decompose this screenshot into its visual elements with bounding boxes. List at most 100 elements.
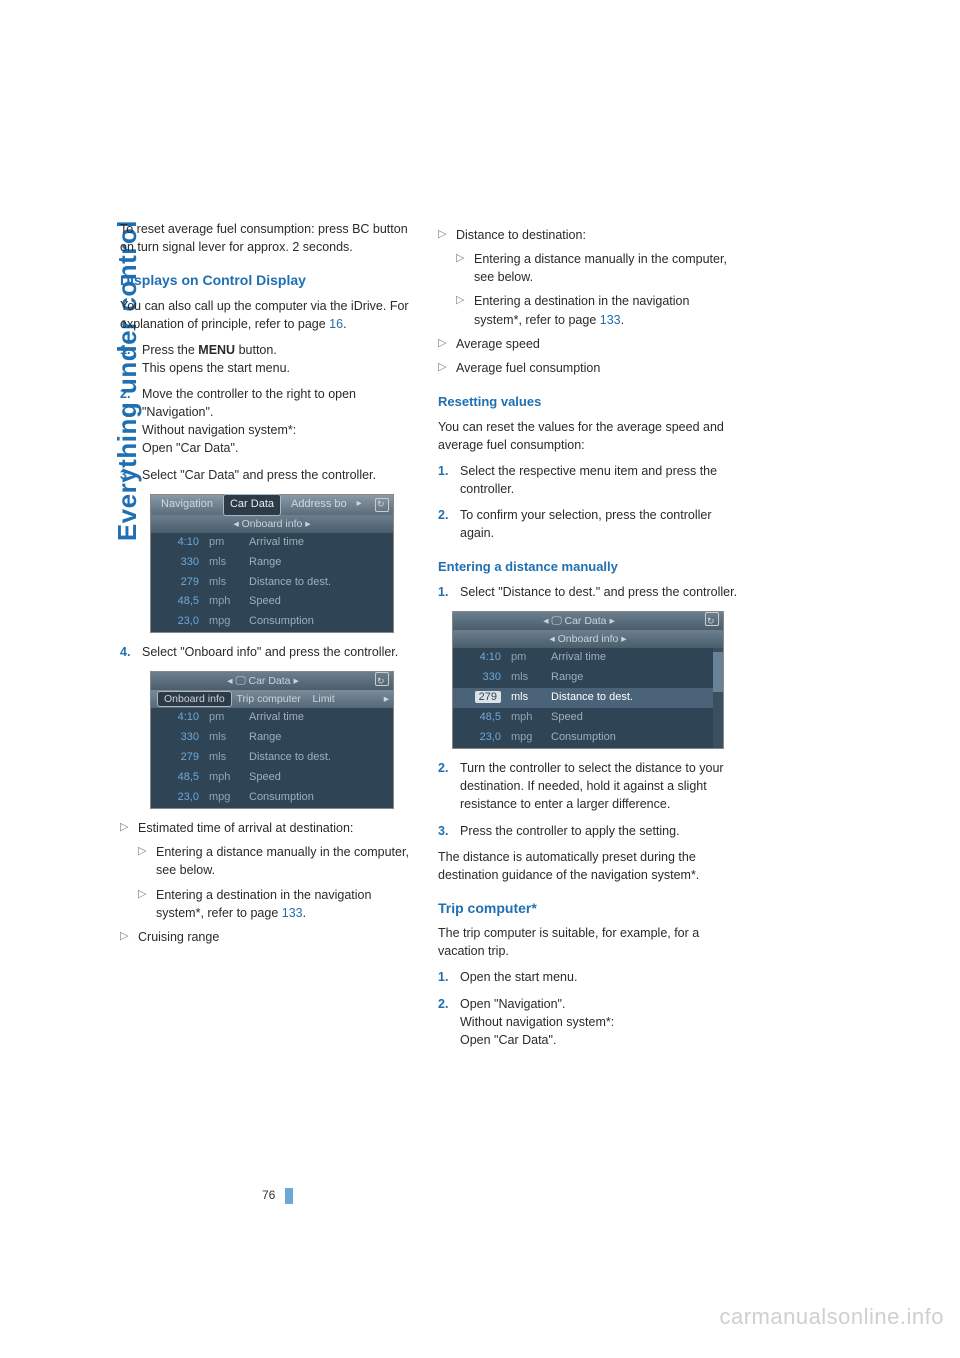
row-value: 330 xyxy=(151,555,209,571)
row-label: Distance to dest. xyxy=(551,690,713,706)
step-number: 1. xyxy=(120,341,142,377)
row-unit: mph xyxy=(511,710,551,726)
scrollbar xyxy=(713,648,723,748)
bullet-text: Estimated time of arrival at destination… xyxy=(138,819,410,837)
tab-limit: Limit xyxy=(313,693,335,705)
screenshot-topbar: ◂ 🖵 Car Data ▸ xyxy=(151,672,393,690)
data-row: 4:10pmArrival time xyxy=(151,708,393,728)
row-value: 279 xyxy=(151,575,209,591)
data-row: 4:10pmArrival time xyxy=(453,648,713,668)
bullet-text: Entering a distance manually in the comp… xyxy=(474,250,738,286)
right-column: ▷ Distance to destination: ▷ Entering a … xyxy=(438,220,738,1057)
resetting-steps: 1. Select the respective menu item and p… xyxy=(438,462,738,543)
text-span: Open "Car Data". xyxy=(142,441,238,455)
page-number-value: 76 xyxy=(262,1188,275,1202)
row-value: 330 xyxy=(453,670,511,686)
data-row: 4:10pmArrival time xyxy=(151,533,393,553)
step-number: 2. xyxy=(438,995,460,1049)
row-value: 4:10 xyxy=(453,650,511,666)
data-row: 48,5mphSpeed xyxy=(151,768,393,788)
reset-step-1: 1. Select the respective menu item and p… xyxy=(438,462,738,498)
row-unit: mls xyxy=(209,575,249,591)
step-number: 1. xyxy=(438,462,460,498)
row-unit: mls xyxy=(209,555,249,571)
step-text: Open "Navigation". Without navigation sy… xyxy=(460,995,738,1049)
trip-step-2: 2. Open "Navigation". Without navigation… xyxy=(438,995,738,1049)
tab-trip-computer: Trip computer xyxy=(236,693,300,705)
reset-bc-paragraph: To reset average fuel consumption: press… xyxy=(120,220,410,256)
sub-bullet-manual: ▷ Entering a distance manually in the co… xyxy=(138,843,410,879)
triangle-icon: ▷ xyxy=(120,928,138,946)
data-row: 23,0mpgConsumption xyxy=(151,612,393,632)
row-value: 23,0 xyxy=(151,614,209,630)
triangle-icon: ▷ xyxy=(456,250,474,286)
triangle-icon: ▷ xyxy=(438,226,456,244)
data-row: 279mlsDistance to dest. xyxy=(151,573,393,593)
page-ref-133[interactable]: 133 xyxy=(282,906,303,920)
distance-steps: 1. Select "Distance to dest." and press … xyxy=(438,583,738,601)
triangle-icon: ▷ xyxy=(438,335,456,353)
row-unit: mpg xyxy=(209,790,249,806)
sub-bullet-manual: ▷ Entering a distance manually in the co… xyxy=(456,250,738,286)
bullet-text: Average fuel consumption xyxy=(456,359,738,377)
row-label: Range xyxy=(249,730,393,746)
text-span: button. xyxy=(235,343,277,357)
text-span: Entering a destination in the navigation… xyxy=(474,294,689,326)
step-number: 3. xyxy=(120,466,142,484)
step-2: 2. Move the controller to the right to o… xyxy=(120,385,410,458)
car-data-screenshot-1: Navigation Car Data Address bo ▸ ◂ Onboa… xyxy=(150,494,394,634)
row-label: Range xyxy=(249,555,393,571)
distance-steps-cont: 2. Turn the controller to select the dis… xyxy=(438,759,738,840)
info-bullets: ▷ Estimated time of arrival at destinati… xyxy=(120,819,410,837)
reset-step-2: 2. To confirm your selection, press the … xyxy=(438,506,738,542)
step-text: Select "Onboard info" and press the cont… xyxy=(142,643,410,661)
text-span: Press the xyxy=(142,343,198,357)
text-span: Without navigation system*: xyxy=(460,1015,614,1029)
data-row: 330mlsRange xyxy=(453,668,713,688)
text-span: Move the controller to the right to open… xyxy=(142,387,356,419)
step-text: Select the respective menu item and pres… xyxy=(460,462,738,498)
row-label: Range xyxy=(551,670,713,686)
page-content: To reset average fuel consumption: press… xyxy=(120,220,880,1057)
row-label: Arrival time xyxy=(249,710,393,726)
resetting-heading: Resetting values xyxy=(438,393,738,412)
step-4: 4. Select "Onboard info" and press the c… xyxy=(120,643,410,661)
trip-steps: 1. Open the start menu. 2. Open "Navigat… xyxy=(438,968,738,1049)
trip-computer-heading: Trip computer* xyxy=(438,898,738,918)
step-number: 1. xyxy=(438,968,460,986)
text-span: Open "Car Data". xyxy=(460,1033,556,1047)
step-text: Press the controller to apply the settin… xyxy=(460,822,738,840)
menu-button-label: MENU xyxy=(198,343,235,357)
car-data-title: ◂ 🖵 Car Data ▸ xyxy=(227,675,298,687)
bullet-text: Entering a distance manually in the comp… xyxy=(156,843,410,879)
screenshot-topbar: Navigation Car Data Address bo ▸ xyxy=(151,495,393,515)
row-label: Speed xyxy=(249,594,393,610)
watermark: carmanualsonline.info xyxy=(719,1304,944,1330)
dist-step-1: 1. Select "Distance to dest." and press … xyxy=(438,583,738,601)
row-value: 48,5 xyxy=(151,770,209,786)
text-span: Open "Navigation". xyxy=(460,997,565,1011)
triangle-icon: ▷ xyxy=(438,359,456,377)
displays-heading: Displays on Control Display xyxy=(120,270,410,290)
car-data-screenshot-3: ◂ 🖵 Car Data ▸ ◂ Onboard info ▸ 4:10pmAr… xyxy=(452,611,724,749)
row-label: Arrival time xyxy=(551,650,713,666)
bullet-text: Entering a destination in the navigation… xyxy=(156,886,410,922)
data-row: 48,5mphSpeed xyxy=(453,708,713,728)
row-label: Speed xyxy=(249,770,393,786)
bullet-text: Average speed xyxy=(456,335,738,353)
step-text: Turn the controller to select the distan… xyxy=(460,759,738,813)
page-ref-133[interactable]: 133 xyxy=(600,313,621,327)
info-sub-bullets: ▷ Entering a distance manually in the co… xyxy=(138,843,410,922)
row-label: Speed xyxy=(551,710,713,726)
row-value: 279 xyxy=(151,750,209,766)
row-label: Arrival time xyxy=(249,535,393,551)
bullet-text: Entering a destination in the navigation… xyxy=(474,292,738,328)
step-number: 2. xyxy=(438,759,460,813)
page-ref-16[interactable]: 16 xyxy=(329,317,343,331)
tab-address: Address bo xyxy=(285,495,353,515)
left-column: To reset average fuel consumption: press… xyxy=(120,220,410,1057)
trip-step-1: 1. Open the start menu. xyxy=(438,968,738,986)
text-span: . xyxy=(343,317,346,331)
row-label: Consumption xyxy=(551,730,713,746)
screenshot-topbar: ◂ 🖵 Car Data ▸ xyxy=(453,612,723,630)
